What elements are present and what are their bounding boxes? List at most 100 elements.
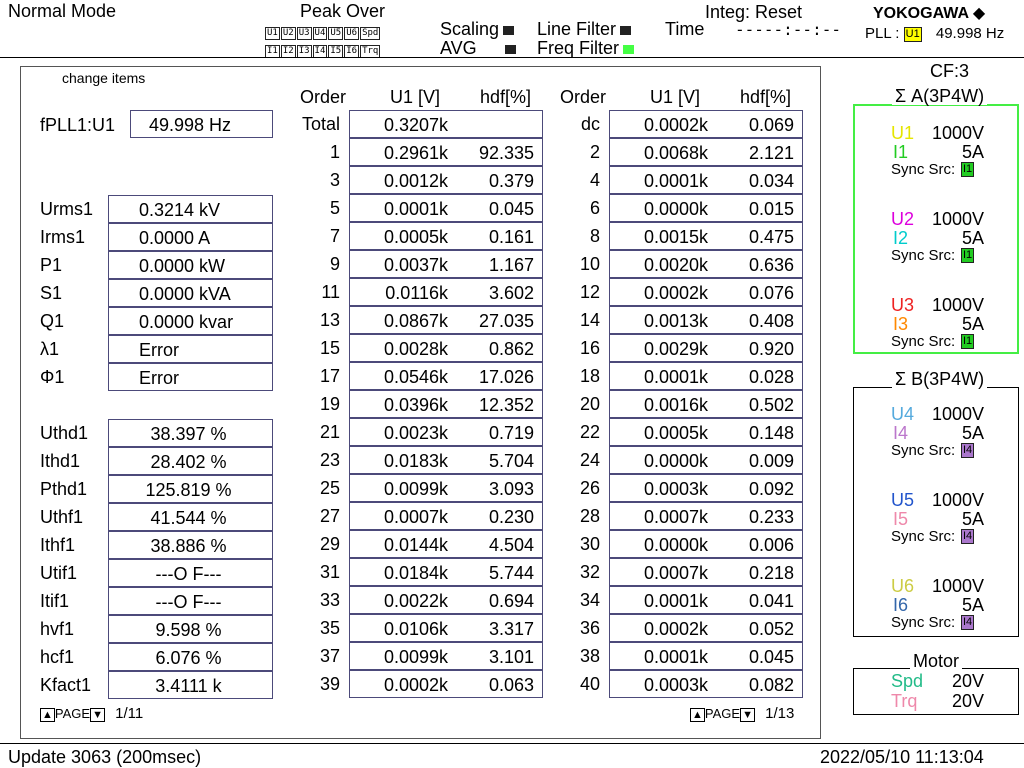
measurement-value: 0.3214 kV	[139, 200, 221, 220]
change-items-button[interactable]: change items	[62, 70, 146, 86]
brand-logo: YOKOGAWA ◆	[873, 3, 985, 23]
harmonic-row: 0.0396k 12.352	[349, 390, 543, 418]
measurement-value: 6.076 %	[155, 648, 222, 668]
sync-source-label: Sync Src:	[891, 442, 956, 459]
channel-current-range: 5A	[962, 142, 985, 162]
harmonic-row: 0.0184k 5.744	[349, 558, 543, 586]
measurement-value-box: 0.3214 kV	[108, 195, 273, 223]
harmonic-hdf: 0.045	[488, 199, 534, 219]
measurement-label: hcf1	[40, 647, 75, 667]
harmonic-voltage: 0.0037k	[383, 255, 448, 275]
harmonic-order: 22	[579, 422, 600, 442]
sync-source-label: Sync Src:	[891, 528, 956, 545]
harmonic-hdf: 0.408	[748, 311, 794, 331]
left-page-control[interactable]: ▲ PAGE ▼ 1/11	[40, 706, 143, 722]
harmonic-row: 0.0012k 0.379	[349, 166, 543, 194]
harmonic-hdf: 0.218	[748, 563, 794, 583]
harmonic-hdf: 3.093	[488, 479, 534, 499]
page-down-icon[interactable]: ▼	[90, 708, 105, 722]
measurement-value-box: Error	[108, 363, 273, 391]
sync-source-label: Sync Src:	[891, 247, 956, 264]
motor-channel-range: 20V	[952, 671, 985, 691]
measurement-label: Utif1	[40, 563, 78, 583]
peak-over-label: Peak Over	[300, 1, 386, 21]
table-header: hdf[%]	[740, 87, 792, 107]
sync-source-label: Sync Src:	[891, 161, 956, 178]
measurement-value: Error	[139, 368, 179, 388]
channel-voltage-name: U4	[891, 404, 915, 424]
harmonic-hdf: 3.101	[488, 647, 534, 667]
channel-current-name: I2	[893, 228, 909, 248]
harmonic-order: 36	[579, 618, 600, 638]
harmonic-order: 6	[589, 198, 600, 218]
harmonic-order: 25	[319, 478, 340, 498]
right-page-control[interactable]: ▲ PAGE ▼ 1/13	[690, 706, 794, 722]
harmonic-row: 0.0144k 4.504	[349, 530, 543, 558]
harmonic-hdf: 0.636	[748, 255, 794, 275]
harmonic-voltage: 0.0144k	[383, 535, 448, 555]
harmonic-row: 0.0106k 3.317	[349, 614, 543, 642]
harmonic-order: 37	[319, 646, 340, 666]
group-b-title: Σ B(3P4W)	[892, 370, 988, 388]
harmonic-row: 0.0029k 0.920	[609, 334, 803, 362]
harmonic-row: 0.0099k 3.093	[349, 474, 543, 502]
measurement-value-box: 6.076 %	[108, 643, 273, 671]
measurement-value: 0.0000 kVA	[139, 284, 231, 304]
measurement-label: Φ1	[40, 367, 65, 387]
sync-source-value: I1	[961, 162, 975, 177]
harmonic-hdf: 0.006	[748, 535, 794, 555]
harmonic-order: Total	[301, 114, 340, 134]
measurement-value-box: 3.4111 k	[108, 671, 273, 699]
harmonic-order: 2	[589, 142, 600, 162]
measurement-value: Error	[139, 340, 179, 360]
harmonic-hdf: 0.233	[748, 507, 794, 527]
measurement-value-box: 0.0000 A	[108, 223, 273, 251]
harmonic-voltage: 0.0184k	[383, 563, 448, 583]
measurement-value: 0.0000 A	[139, 228, 211, 248]
measurement-value: 3.4111 k	[155, 676, 222, 696]
mode-label: Normal Mode	[8, 1, 117, 21]
channel-voltage-range: 1000V	[932, 123, 985, 143]
harmonic-hdf: 0.045	[748, 647, 794, 667]
measurement-value-box: 0.0000 kW	[108, 251, 273, 279]
harmonic-order: 18	[579, 366, 600, 386]
harmonic-hdf: 0.092	[748, 479, 794, 499]
channel-current-name: I4	[893, 423, 909, 443]
peak-over-row-voltage: U1 U2 U3 U4 U5 U6 Spd	[265, 22, 381, 40]
harmonic-order: 30	[579, 534, 600, 554]
harmonic-row: 0.2961k 92.335	[349, 138, 543, 166]
channel-current-range: 5A	[962, 228, 985, 248]
line-filter-label: Line Filter	[537, 19, 617, 39]
footer-divider	[0, 743, 1024, 744]
harmonic-voltage: 0.0116k	[385, 283, 448, 303]
harmonic-order: 24	[579, 450, 600, 470]
harmonic-hdf: 1.167	[488, 255, 534, 275]
harmonic-order: 35	[319, 618, 340, 638]
harmonic-voltage: 0.0002k	[643, 115, 708, 135]
harmonic-order: 15	[319, 338, 340, 358]
harmonic-order: 9	[329, 254, 340, 274]
harmonic-order: 39	[319, 674, 340, 694]
harmonic-order: 8	[589, 226, 600, 246]
harmonic-order: dc	[580, 114, 600, 134]
page-up-icon[interactable]: ▲	[40, 708, 55, 722]
channel-current-name: I5	[893, 509, 909, 529]
harmonic-row: 0.0116k 3.602	[349, 278, 543, 306]
harmonic-row: 0.0015k 0.475	[609, 222, 803, 250]
harmonic-hdf: 5.744	[488, 563, 534, 583]
harmonic-hdf: 0.034	[748, 171, 794, 191]
channel-voltage-name: U3	[891, 295, 915, 315]
peak-over-row-current: I1 I2 I3 I4 I5 I6 Trq	[265, 40, 381, 58]
measurement-label: hvf1	[40, 619, 75, 639]
harmonic-hdf: 0.076	[748, 283, 794, 303]
table-header: hdf[%]	[480, 87, 532, 107]
page-up-icon[interactable]: ▲	[690, 708, 705, 722]
measurement-value-box: 28.402 %	[108, 447, 273, 475]
harmonic-voltage: 0.0000k	[643, 535, 708, 555]
measurement-label: λ1	[40, 339, 60, 359]
harmonic-row: 0.0002k 0.069	[609, 110, 803, 138]
harmonic-voltage: 0.0001k	[643, 367, 708, 387]
measurement-value-box: ---O F---	[108, 587, 273, 615]
harmonic-hdf: 17.026	[478, 367, 534, 387]
page-down-icon[interactable]: ▼	[740, 708, 755, 722]
